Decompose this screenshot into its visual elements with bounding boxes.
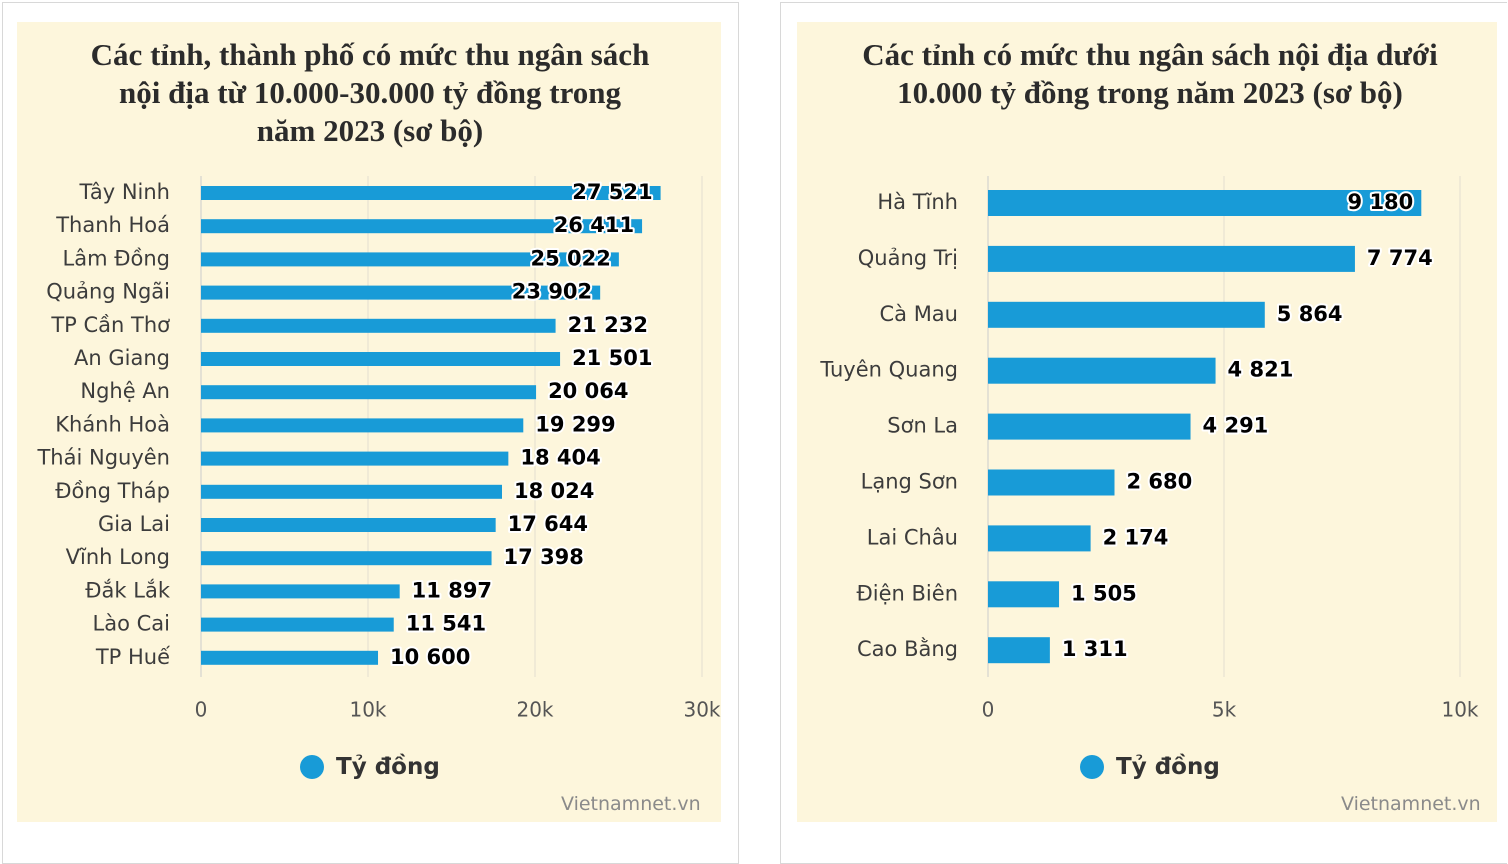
x-tick-label-left: 0 — [195, 698, 208, 722]
bar-right — [988, 469, 1115, 496]
x-tick-label-right: 10k — [1441, 698, 1478, 722]
bar-right — [988, 637, 1050, 664]
chart-title-right: Các tỉnh có mức thu ngân sách nội địa dư… — [862, 37, 1438, 110]
category-label-left: TP Cần Thơ — [50, 313, 170, 337]
bar-left — [201, 252, 619, 267]
data-label-right: 5 864 — [1277, 302, 1343, 326]
data-label-left: 18 024 — [514, 479, 594, 503]
category-label-right: Cà Mau — [879, 302, 958, 326]
bar-left — [201, 484, 503, 499]
data-label-left: 20 064 — [548, 379, 628, 403]
legend-right[interactable]: Tỷ đồng — [1080, 752, 1220, 782]
category-label-left: Khánh Hoà — [55, 412, 170, 436]
data-label-right: 4 291 — [1203, 414, 1269, 438]
category-label-left: Quảng Ngãi — [46, 280, 170, 304]
bar-left — [201, 219, 643, 234]
data-label-right: 7 774 — [1367, 246, 1433, 270]
data-label-left: 27 521 — [572, 180, 652, 204]
category-label-left: Tây Ninh — [78, 180, 170, 204]
category-label-left: Nghệ An — [80, 379, 170, 403]
data-label-left: 26 411 — [554, 213, 634, 237]
bar-left — [201, 518, 496, 532]
bar-right — [988, 245, 1355, 272]
category-label-left: Lào Cai — [93, 612, 170, 636]
data-label-left: 21 501 — [572, 346, 652, 370]
category-label-left: Gia Lai — [98, 512, 170, 536]
bar-right — [988, 301, 1265, 328]
bar-right — [988, 190, 1422, 216]
category-label-right: Cao Bằng — [857, 637, 958, 661]
data-label-left: 18 404 — [520, 446, 600, 470]
category-label-left: Thái Nguyên — [36, 446, 170, 470]
bar-left — [201, 285, 601, 300]
legend-label: Tỷ đồng — [1116, 754, 1220, 780]
bar-right — [988, 357, 1216, 384]
category-label-left: TP Huế — [95, 645, 170, 669]
legend-label: Tỷ đồng — [336, 754, 440, 780]
category-label-right: Tuyên Quang — [819, 358, 958, 382]
data-label-left: 23 902 — [512, 280, 592, 304]
bar-left — [201, 617, 394, 632]
bar-left — [201, 584, 400, 599]
x-tick-label-right: 5k — [1212, 698, 1237, 722]
category-label-right: Điện Biên — [857, 581, 958, 605]
category-label-right: Hà Tĩnh — [877, 190, 958, 214]
data-label-right: 4 821 — [1228, 358, 1294, 382]
bar-left — [201, 451, 509, 466]
category-label-left: Thanh Hoá — [55, 213, 170, 237]
category-label-right: Lai Châu — [867, 525, 958, 549]
data-label-left: 25 022 — [530, 246, 610, 270]
bar-left — [201, 318, 556, 333]
bar-left — [201, 418, 524, 433]
category-label-left: Đồng Tháp — [55, 479, 170, 503]
bar-right — [988, 581, 1060, 608]
data-label-left: 21 232 — [568, 313, 648, 337]
chart-title-left: Các tỉnh, thành phố có mức thu ngân sách… — [90, 37, 650, 148]
data-label-left: 11 897 — [412, 578, 492, 602]
x-tick-label-left: 10k — [349, 698, 386, 722]
category-label-left: An Giang — [74, 346, 170, 370]
category-label-right: Sơn La — [887, 414, 958, 438]
category-label-left: Lâm Đồng — [63, 246, 170, 270]
x-tick-label-left: 20k — [516, 698, 553, 722]
data-label-right: 2 680 — [1126, 470, 1192, 494]
data-label-right: 1 505 — [1071, 581, 1137, 605]
bar-right — [988, 525, 1091, 552]
bar-right — [988, 413, 1191, 440]
data-label-left: 10 600 — [390, 645, 470, 669]
bar-left — [201, 650, 379, 665]
x-tick-label-left: 30k — [683, 698, 720, 722]
category-label-left: Vĩnh Long — [66, 545, 170, 569]
data-label-left: 17 398 — [504, 545, 584, 569]
data-label-right: 2 174 — [1103, 525, 1169, 549]
bar-left — [201, 385, 537, 400]
data-label-left: 17 644 — [508, 512, 588, 536]
data-label-left: 11 541 — [406, 612, 486, 636]
credit-right: Vietnamnet.vn — [1341, 793, 1481, 815]
data-label-right: 9 180 — [1348, 190, 1414, 214]
legend-swatch-icon — [1080, 755, 1104, 779]
legend-swatch-icon — [300, 755, 324, 779]
data-label-right: 1 311 — [1062, 637, 1128, 661]
bar-left — [201, 352, 561, 366]
data-label-left: 19 299 — [535, 412, 615, 436]
legend-left[interactable]: Tỷ đồng — [300, 752, 440, 782]
category-label-right: Quảng Trị — [858, 246, 958, 270]
category-label-right: Lạng Sơn — [861, 470, 958, 494]
credit-left: Vietnamnet.vn — [561, 793, 701, 815]
bar-left — [201, 186, 661, 200]
x-tick-label-right: 0 — [982, 698, 995, 722]
bar-left — [201, 551, 492, 566]
category-label-left: Đắk Lắk — [85, 578, 171, 602]
